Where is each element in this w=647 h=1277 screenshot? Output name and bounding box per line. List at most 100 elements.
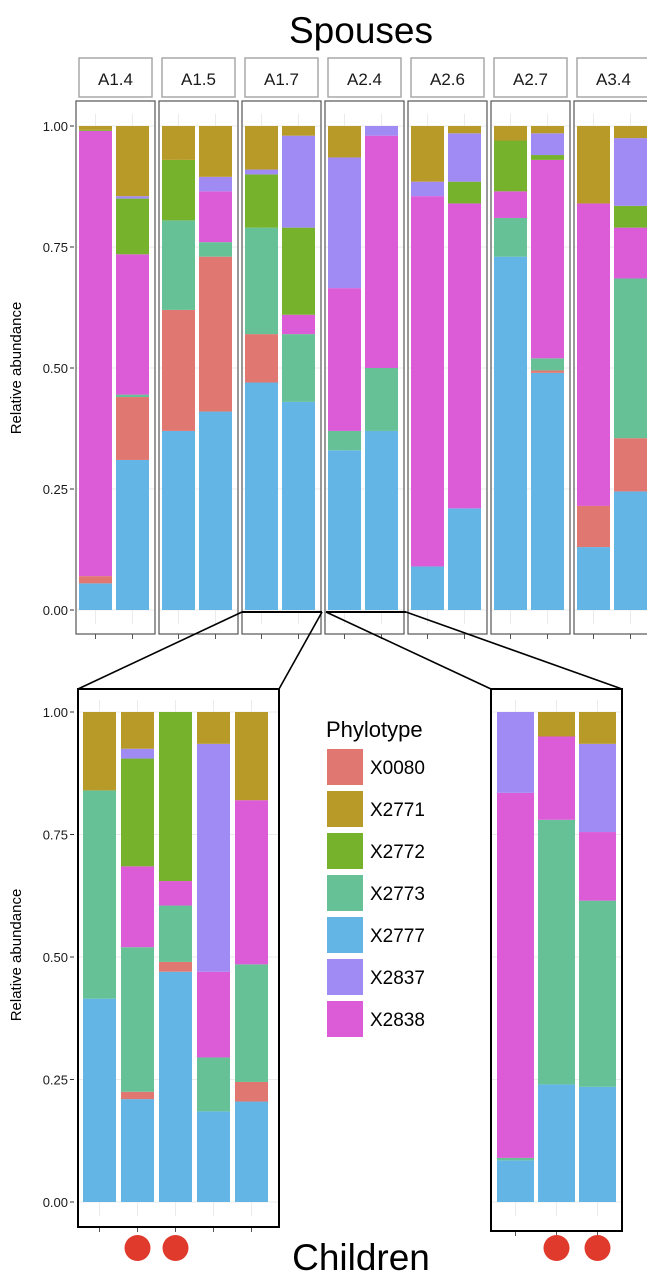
top-y-axis-label: Relative abundance bbox=[8, 302, 25, 435]
legend-label: X2772 bbox=[370, 842, 425, 863]
child-bar-seg-x2777 bbox=[579, 1086, 616, 1202]
legend: Phylotype X0080 X2771 X2772 X2773 X2777 X2837… bbox=[326, 717, 425, 1037]
facet-panel-border bbox=[490, 100, 571, 635]
spouse-bar-seg-x2777 bbox=[199, 411, 232, 610]
children-panel-border bbox=[490, 688, 623, 1232]
child-bar-seg-x2773 bbox=[83, 790, 116, 999]
spouse-bar-seg-x2777 bbox=[494, 256, 527, 610]
facet-panel-border bbox=[75, 100, 156, 635]
child-bar-seg-x0080 bbox=[121, 1091, 154, 1100]
spouse-bar-seg-x2771 bbox=[116, 126, 149, 197]
child-bar-seg-x2777 bbox=[83, 998, 116, 1202]
spouse-bar-seg-x2771 bbox=[494, 126, 527, 141]
child-bar-seg-x2773 bbox=[579, 900, 616, 1087]
facet-strip-label: A1.7 bbox=[264, 70, 299, 89]
top-y-ticks: 0.00 0.25 0.50 0.75 1.00 bbox=[43, 119, 74, 618]
facet-strip bbox=[327, 57, 402, 98]
child-bar-seg-x2771 bbox=[197, 712, 230, 744]
spouse-bar-seg-x2838 bbox=[116, 254, 149, 395]
bottom-tick-label: 0.00 bbox=[43, 1195, 68, 1210]
spouse-bar-seg-x2777 bbox=[531, 372, 564, 610]
facet-panel-border bbox=[241, 100, 322, 635]
spouse-bar-seg-x2838 bbox=[328, 288, 361, 431]
spouses-title: Spouses bbox=[289, 10, 433, 51]
spouse-bar-seg-x2777 bbox=[245, 382, 278, 610]
spouse-bar-seg-x2777 bbox=[79, 583, 112, 610]
child-bar-seg-x2773 bbox=[197, 1057, 230, 1112]
facet-strip bbox=[78, 57, 153, 98]
legend-label: X0080 bbox=[370, 758, 425, 779]
spouse-bar-seg-x2838 bbox=[448, 203, 481, 509]
spouse-bar-seg-x2771 bbox=[531, 126, 564, 134]
spouse-bar-seg-x2777 bbox=[328, 450, 361, 610]
legend-item: X2771 bbox=[327, 791, 425, 827]
facet-panel-border bbox=[324, 100, 405, 635]
child-bar-seg-x2773 bbox=[538, 819, 575, 1085]
child-bar-seg-x2777 bbox=[538, 1084, 575, 1202]
zoom-line bbox=[325, 611, 492, 690]
spouse-bar-seg-x0080 bbox=[199, 256, 232, 412]
spouse-bar-seg-x2773 bbox=[531, 358, 564, 371]
facet-A2-7: A2.7 bbox=[490, 57, 571, 639]
spouse-bar-seg-x2771 bbox=[162, 126, 195, 160]
legend-items: X0080 X2771 X2772 X2773 X2777 X2837 X2838 bbox=[327, 749, 425, 1037]
spouse-bar-seg-x2773 bbox=[494, 217, 527, 257]
children-panel-A1-7 bbox=[77, 688, 280, 1261]
spouse-facets: A1.4 A1.5 A1.7 A2.4 A2.6 A2.7 A3.4 bbox=[75, 57, 647, 639]
child-bar-seg-x2771 bbox=[235, 712, 268, 801]
spouse-bar-seg-x2838 bbox=[79, 130, 112, 577]
child-bar-seg-x2773 bbox=[121, 947, 154, 1092]
spouse-bar-seg-x2772 bbox=[494, 140, 527, 192]
spouse-bar-seg-x2772 bbox=[116, 198, 149, 255]
zoom-line bbox=[278, 611, 323, 690]
child-bar-seg-x2773 bbox=[159, 905, 192, 962]
legend-item: X2837 bbox=[327, 959, 425, 995]
legend-swatch bbox=[327, 1001, 363, 1037]
child-bar-seg-x2772 bbox=[159, 712, 192, 882]
top-tick-label: 0.75 bbox=[43, 240, 68, 255]
zoom-line bbox=[405, 611, 623, 690]
child-bar-seg-x2771 bbox=[121, 712, 154, 749]
legend-label: X2777 bbox=[370, 926, 425, 947]
legend-title: Phylotype bbox=[326, 717, 423, 742]
bottom-tick-label: 0.50 bbox=[43, 950, 68, 965]
spouse-bar-seg-x2838 bbox=[282, 314, 315, 335]
facet-A3-4: A3.4 bbox=[573, 57, 647, 639]
spouse-bar-seg-x2838 bbox=[199, 191, 232, 243]
spouse-bar-seg-x2772 bbox=[162, 159, 195, 221]
spouse-bar-seg-x2772 bbox=[282, 227, 315, 315]
spouse-bar-seg-x2772 bbox=[614, 205, 647, 228]
legend-swatch bbox=[327, 833, 363, 869]
top-tick-label: 0.00 bbox=[43, 603, 68, 618]
spouse-bar-seg-x2772 bbox=[79, 129, 112, 131]
child-bar-seg-x2777 bbox=[235, 1101, 268, 1202]
child-bar-seg-x2838 bbox=[121, 866, 154, 948]
legend-swatch bbox=[327, 749, 363, 785]
facet-strip-label: A1.5 bbox=[181, 70, 216, 89]
legend-item: X2777 bbox=[327, 917, 425, 953]
facet-strip bbox=[493, 57, 568, 98]
spouse-bar-seg-x2837 bbox=[531, 133, 564, 156]
facet-strip-label: A2.7 bbox=[513, 70, 548, 89]
spouse-bar-seg-x2772 bbox=[245, 174, 278, 228]
spouse-bar-seg-x2838 bbox=[531, 159, 564, 359]
spouse-bar-seg-x2771 bbox=[577, 126, 610, 204]
spouse-bar-seg-x2838 bbox=[411, 196, 444, 567]
spouse-bar-seg-x2777 bbox=[282, 401, 315, 610]
child-bar-seg-x2777 bbox=[197, 1111, 230, 1202]
spouse-bar-seg-x2838 bbox=[494, 191, 527, 218]
spouse-bar-seg-x0080 bbox=[577, 505, 610, 548]
spouse-bar-seg-x2773 bbox=[365, 368, 398, 431]
zoom-line bbox=[77, 611, 243, 690]
facet-strip bbox=[410, 57, 485, 98]
legend-item: X2838 bbox=[327, 1001, 425, 1037]
spouse-bar-seg-x2837 bbox=[328, 157, 361, 289]
children-title: Children bbox=[292, 1237, 430, 1277]
spouse-bar-seg-x2773 bbox=[199, 242, 232, 257]
bottom-tick-label: 0.25 bbox=[43, 1073, 68, 1088]
children-panels bbox=[77, 688, 623, 1261]
spouse-bar-seg-x2771 bbox=[282, 126, 315, 136]
spouse-bar-seg-x2777 bbox=[162, 430, 195, 610]
spouse-bar-seg-x0080 bbox=[162, 309, 195, 431]
spouse-bar-seg-x2777 bbox=[614, 491, 647, 610]
